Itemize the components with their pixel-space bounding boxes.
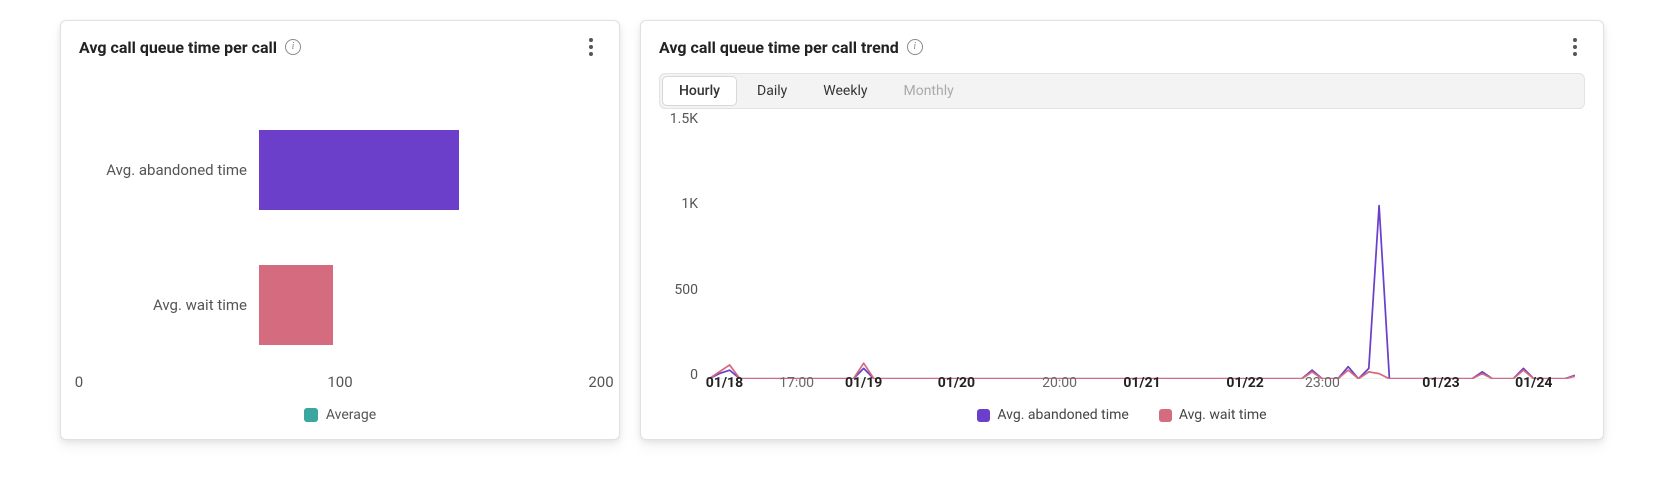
tab-weekly[interactable]: Weekly (805, 74, 885, 108)
card-avg-queue-time: Avg call queue time per call i Avg. aban… (60, 20, 620, 440)
info-icon[interactable]: i (907, 39, 923, 55)
x-tick: 23:00 (1305, 375, 1340, 391)
legend-label: Avg. wait time (1179, 407, 1267, 423)
time-granularity-tabs: HourlyDailyWeeklyMonthly (659, 73, 1585, 109)
tab-monthly: Monthly (885, 74, 971, 108)
legend-label: Avg. abandoned time (997, 407, 1128, 423)
more-menu-icon[interactable] (1565, 35, 1585, 59)
legend-swatch (977, 409, 990, 422)
bar-track (259, 130, 601, 210)
info-icon[interactable]: i (285, 39, 301, 55)
y-tick: 0 (690, 367, 698, 383)
legend-item[interactable]: Avg. abandoned time (977, 407, 1128, 423)
bar-row: Avg. abandoned time (79, 130, 601, 210)
y-axis: 05001K1.5K (659, 119, 704, 375)
legend-label: Average (326, 407, 376, 423)
y-tick: 500 (674, 282, 698, 298)
y-tick: 1.5K (670, 111, 698, 127)
x-tick: 0 (75, 373, 83, 391)
card-title-wrap: Avg call queue time per call i (79, 38, 301, 57)
x-tick: 01/19 (845, 375, 882, 391)
x-tick: 17:00 (779, 375, 814, 391)
line-chart: 05001K1.5K 01/1817:0001/1901/2020:0001/2… (659, 119, 1585, 423)
x-axis: 01/18 17:00 01/19 01/20 20:00 01/21 01/22 23:00… (709, 375, 1575, 399)
x-tick: 100 (327, 373, 352, 391)
bar-chart: Avg. abandoned time Avg. wait time 010020… (79, 67, 601, 423)
legend-swatch (1159, 409, 1172, 422)
bar-legend: Average (79, 407, 601, 423)
x-tick: 01/20 (938, 375, 975, 391)
legend-swatch (304, 408, 318, 422)
bar-track (259, 265, 601, 345)
x-tick: 200 (588, 373, 613, 391)
line-legend: Avg. abandoned time Avg. wait time (659, 407, 1585, 423)
bar-label: Avg. abandoned time (79, 161, 259, 179)
card-header: Avg call queue time per call i (79, 35, 601, 59)
x-tick: 01/21 (1123, 375, 1160, 391)
bar-row: Avg. wait time (79, 265, 601, 345)
tab-hourly[interactable]: Hourly (662, 76, 737, 106)
card-header: Avg call queue time per call trend i (659, 35, 1585, 59)
bar-fill[interactable] (259, 130, 459, 210)
card-title: Avg call queue time per call (79, 38, 277, 57)
card-title-wrap: Avg call queue time per call trend i (659, 38, 923, 57)
x-tick: 01/18 (706, 375, 743, 391)
x-tick: 01/24 (1515, 375, 1552, 391)
plot-area: 05001K1.5K 01/1817:0001/1901/2020:0001/2… (709, 119, 1575, 399)
x-tick: 20:00 (1042, 375, 1077, 391)
y-tick: 1K (681, 196, 698, 212)
series-line[interactable] (709, 206, 1575, 379)
card-queue-time-trend: Avg call queue time per call trend i Hou… (640, 20, 1604, 440)
card-title: Avg call queue time per call trend (659, 38, 899, 57)
bar-fill[interactable] (259, 265, 333, 345)
tab-daily[interactable]: Daily (739, 74, 805, 108)
x-tick: 01/22 (1226, 375, 1263, 391)
more-menu-icon[interactable] (581, 35, 601, 59)
bar-label: Avg. wait time (79, 296, 259, 314)
x-tick: 01/23 (1422, 375, 1459, 391)
x-axis: 0100200 (79, 373, 601, 397)
legend-item[interactable]: Avg. wait time (1159, 407, 1267, 423)
